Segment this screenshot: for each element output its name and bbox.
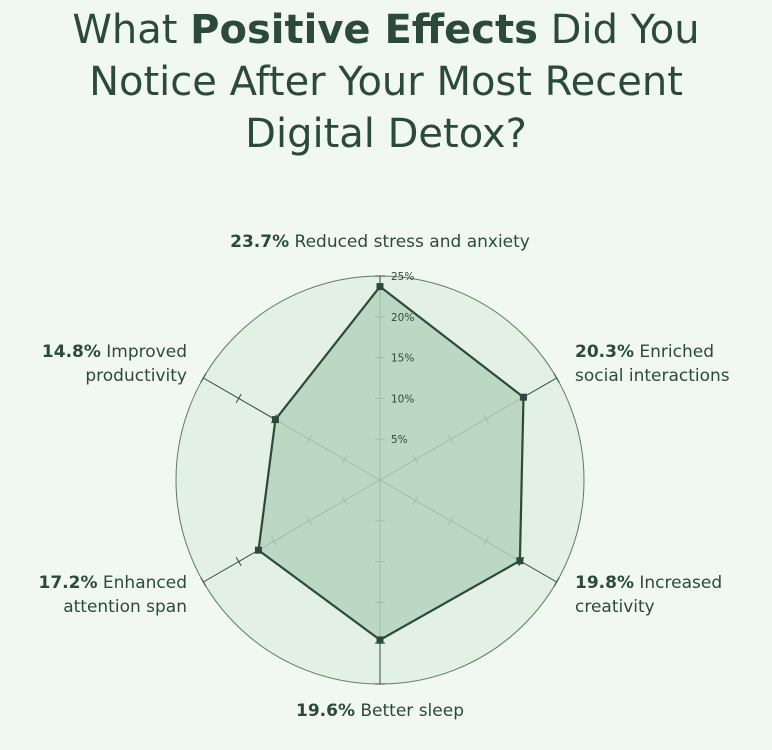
radar-data-point <box>516 557 524 565</box>
title-line-1: What Positive Effects Did You <box>0 4 772 56</box>
category-name: Enhanced attention span <box>63 573 187 617</box>
category-label-improved-productivity: 14.8% Improved productivity <box>10 340 187 388</box>
value-label: 19.8% <box>575 573 634 593</box>
category-name: Enriched social interactions <box>575 342 730 386</box>
category-label-better-sleep: 19.6% Better sleep <box>230 699 530 723</box>
radar-data-point <box>376 636 384 644</box>
radar-data-point <box>519 393 527 401</box>
category-label-enriched-social: 20.3% Enriched social interactions <box>575 340 765 388</box>
value-label: 14.8% <box>41 342 101 362</box>
radar-tick-mark <box>553 577 560 587</box>
value-label: 20.3% <box>575 342 634 362</box>
radar-tick-label: 15% <box>391 353 414 365</box>
radar-tick-label: 5% <box>391 434 408 446</box>
value-label: 23.7% <box>230 232 290 252</box>
title-post: Did You <box>537 7 700 53</box>
radar-tick-mark <box>235 557 242 567</box>
title-line-2: Notice After Your Most Recent <box>89 59 683 105</box>
title-pre: What <box>72 7 191 53</box>
radar-tick-mark <box>235 393 242 403</box>
radar-tick-mark <box>200 577 207 587</box>
radar-tick-label: 25% <box>391 271 414 283</box>
radar-tick-mark <box>200 373 207 383</box>
radar-tick-mark <box>553 373 560 383</box>
category-label-reduced-stress: 23.7% Reduced stress and anxiety <box>150 230 610 254</box>
title-bold: Positive Effects <box>190 7 538 53</box>
title-line-3: Digital Detox? <box>245 111 527 157</box>
category-name: Improved productivity <box>85 342 187 386</box>
value-label: 17.2% <box>38 573 98 593</box>
value-label: 19.6% <box>296 701 355 721</box>
category-label-enhanced-attention: 17.2% Enhanced attention span <box>10 571 187 619</box>
radar-data-point <box>271 416 279 424</box>
radar-tick-label: 20% <box>391 312 414 324</box>
category-name: Increased creativity <box>575 573 723 617</box>
radar-data-point <box>376 283 384 291</box>
radar-tick-label: 10% <box>391 393 414 405</box>
category-label-increased-creativity: 19.8% Increased creativity <box>575 571 765 619</box>
category-name: Reduced stress and anxiety <box>294 232 530 252</box>
radar-data-point <box>254 546 262 554</box>
chart-title: What Positive Effects Did You Notice Aft… <box>0 4 772 160</box>
category-name: Better sleep <box>360 701 464 721</box>
